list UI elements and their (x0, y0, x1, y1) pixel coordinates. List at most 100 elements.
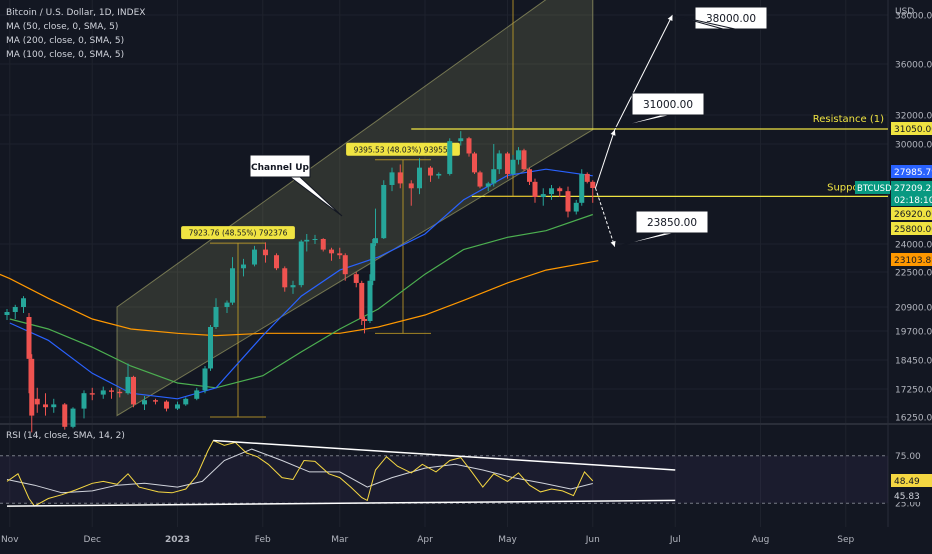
measure-label-box (181, 226, 295, 240)
ma100-line (9, 213, 593, 389)
time-tick-label: 2023 (165, 535, 190, 545)
candle-body (263, 249, 268, 256)
candle-body (521, 150, 527, 170)
candle-body (62, 404, 68, 427)
candle-body (213, 307, 219, 327)
support-badge-bg (891, 207, 932, 220)
candle-body (12, 307, 18, 312)
candle-body (353, 274, 359, 283)
candle-body (458, 138, 464, 142)
candle-body (516, 150, 521, 160)
rsi-trendline (6, 499, 676, 507)
ma50-legend[interactable]: MA (50, close, 0, SMA, 5) (6, 22, 119, 32)
price-tick-label: 38000.00 (895, 12, 932, 22)
candle-body (337, 253, 343, 256)
ma50-line (9, 168, 593, 400)
candle-body (370, 243, 376, 281)
projection-arrowhead (610, 240, 616, 247)
rsi-signal-line (6, 448, 593, 494)
rsi-line (6, 439, 594, 507)
candle-body (43, 404, 48, 408)
candle-body (164, 401, 169, 409)
candle-body (153, 400, 158, 402)
candle-body (26, 317, 32, 359)
candle-body (320, 239, 326, 250)
countdown-badge: 02:18:10 (894, 196, 932, 206)
time-tick-label: Jul (669, 535, 681, 545)
candle-body (51, 404, 57, 408)
candle-body (496, 153, 502, 170)
candle-body (359, 282, 365, 319)
chart-legend: Bitcoin / U.S. Dollar, 1D, INDEX MA (50,… (6, 6, 145, 62)
candle-body (21, 298, 26, 307)
ticker-badge-bg (855, 181, 890, 194)
price-badge: 27209.23 (894, 184, 932, 194)
resistance-label: Resistance (1) (813, 114, 884, 125)
measure-label: 9395.53 (48.03%) 939553 (354, 145, 453, 154)
candle-body (381, 184, 387, 239)
candle-body (408, 183, 414, 189)
channel-label: Channel Up (251, 163, 310, 173)
ma200-badge-bg (891, 253, 932, 266)
time-tick-label: Mar (331, 535, 348, 545)
time-tick-label: Dec (84, 535, 101, 545)
candle-body (584, 173, 590, 182)
candle-body (565, 191, 571, 212)
price-tick-label: 32000.00 (895, 112, 932, 122)
rsi-signal-badge: 45.83 (894, 492, 920, 502)
time-tick-label: Jun (585, 535, 600, 545)
candle-body (175, 404, 180, 409)
candle-body (540, 194, 546, 197)
countdown-badge-bg (891, 193, 932, 206)
level-25800-badge-bg (891, 222, 932, 235)
target-38000-label-box (672, 6, 768, 30)
rsi-signal-badge-bg (891, 489, 932, 502)
candle-body (298, 241, 304, 286)
candle-body (274, 255, 279, 269)
candle-body (373, 238, 378, 244)
target-31000-label-box (614, 92, 705, 129)
ma100-legend[interactable]: MA (100, close, 0, SMA, 5) (6, 50, 125, 60)
symbol-title[interactable]: Bitcoin / U.S. Dollar, 1D, INDEX (6, 8, 146, 18)
ma200-badge: 23103.87 (894, 256, 932, 266)
candle-body (417, 167, 422, 189)
candle-body (202, 368, 208, 391)
candle-body (34, 398, 40, 405)
rsi-tick-label: 25.00 (895, 499, 921, 509)
price-tick-label: 19700.00 (895, 328, 932, 338)
price-tick-label: 22500.00 (895, 269, 932, 279)
ma200-line (0, 260, 599, 337)
price-tick-label: 17250.00 (895, 386, 932, 396)
candle-body (304, 239, 310, 242)
resistance-badge-bg (891, 122, 932, 135)
candle-body (342, 255, 348, 275)
candle-body (485, 183, 491, 187)
ma200-legend[interactable]: MA (200, close, 0, SMA, 5) (6, 36, 125, 46)
resistance-badge: 31050.00 (894, 125, 932, 135)
candle-body (579, 173, 585, 203)
ma50-badge-bg (891, 165, 932, 178)
time-tick-label: Aug (752, 535, 770, 545)
candle-body (252, 249, 257, 265)
candle-body (194, 390, 200, 399)
target-23850-label: 23850.00 (647, 217, 697, 229)
time-tick-label: Nov (1, 535, 19, 545)
candle-body (183, 398, 189, 405)
candle-body (389, 172, 395, 185)
time-tick-label: May (498, 535, 517, 545)
candle-body (329, 249, 334, 254)
price-tick-label: 20900.00 (895, 304, 932, 314)
rsi-value-badge: 48.49 (894, 477, 920, 487)
candle-body (125, 376, 131, 394)
currency-label: USD (895, 7, 914, 17)
price-tick-label: 24000.00 (895, 241, 932, 251)
rsi-legend[interactable]: RSI (14, close, SMA, 14, 2) (6, 431, 125, 441)
candle-body (131, 376, 136, 405)
candle-body (282, 268, 288, 288)
candle-body (447, 141, 453, 174)
price-tick-label: 16250.00 (895, 414, 932, 424)
level-25800-badge: 25800.00 (894, 225, 932, 235)
projection-arrowhead (610, 129, 616, 136)
